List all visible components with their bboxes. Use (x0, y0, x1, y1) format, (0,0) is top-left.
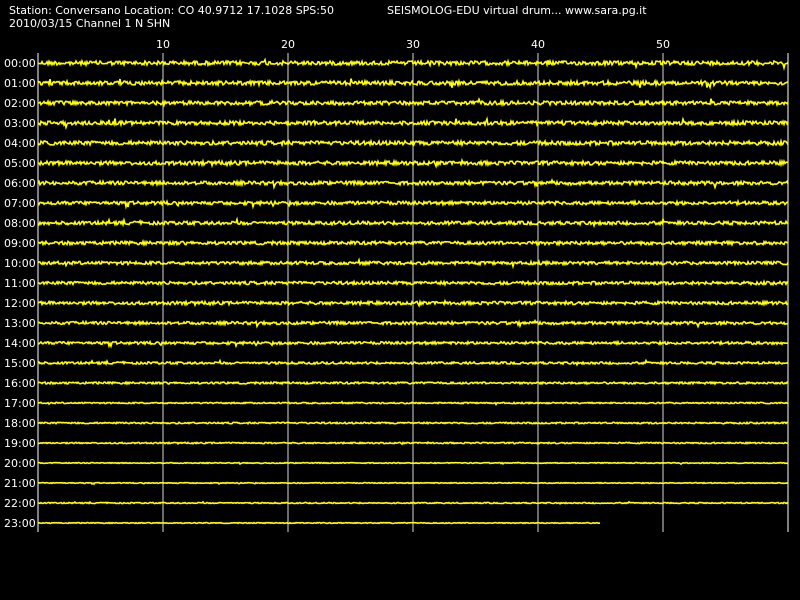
trace-row-0200 (37, 96, 789, 108)
row-label-0600: 06:00 (4, 177, 36, 190)
trace-row-1400 (37, 339, 789, 349)
row-label-1100: 11:00 (4, 277, 36, 290)
x-tick-label: 30 (406, 38, 420, 51)
row-label-2100: 21:00 (4, 477, 36, 490)
x-tick-label: 10 (156, 38, 170, 51)
trace-row-2000 (37, 461, 789, 466)
row-label-1500: 15:00 (4, 357, 36, 370)
trace-row-2300 (37, 521, 601, 525)
row-label-1300: 13:00 (4, 317, 36, 330)
trace-row-1800 (37, 420, 789, 426)
row-label-2000: 20:00 (4, 457, 36, 470)
row-label-0900: 09:00 (4, 237, 36, 250)
row-label-1000: 10:00 (4, 257, 36, 270)
row-label-0700: 07:00 (4, 197, 36, 210)
x-tick-label: 40 (531, 38, 545, 51)
trace-row-1600 (37, 380, 789, 386)
row-label-2200: 22:00 (4, 497, 36, 510)
row-label-0300: 03:00 (4, 117, 36, 130)
row-label-1700: 17:00 (4, 397, 36, 410)
station-info: Station: Conversano Location: CO 40.9712… (9, 4, 334, 17)
trace-row-1200 (37, 298, 789, 308)
trace-row-0500 (37, 157, 789, 169)
trace-row-1700 (37, 400, 789, 406)
row-label-0800: 08:00 (4, 217, 36, 230)
trace-row-0700 (37, 198, 789, 210)
trace-row-0600 (37, 178, 789, 190)
row-label-0100: 01:00 (4, 77, 36, 90)
trace-row-0900 (37, 238, 789, 248)
trace-row-2200 (37, 500, 789, 506)
row-label-0200: 02:00 (4, 97, 36, 110)
trace-row-0300 (37, 116, 789, 131)
trace-row-1100 (37, 279, 789, 287)
row-label-2300: 23:00 (4, 517, 36, 530)
row-label-1900: 19:00 (4, 437, 36, 450)
trace-row-0000 (37, 57, 789, 71)
trace-row-2100 (37, 481, 789, 486)
trace-row-1900 (37, 440, 789, 446)
trace-row-1500 (37, 358, 789, 367)
date-channel-info: 2010/03/15 Channel 1 N SHN (9, 17, 171, 30)
row-label-1200: 12:00 (4, 297, 36, 310)
x-tick-label: 50 (656, 38, 670, 51)
row-label-1800: 18:00 (4, 417, 36, 430)
trace-row-0800 (37, 216, 789, 229)
trace-row-0100 (37, 78, 789, 90)
trace-row-0400 (37, 138, 789, 148)
x-tick-label: 20 (281, 38, 295, 51)
trace-row-1000 (37, 257, 789, 270)
row-label-0400: 04:00 (4, 137, 36, 150)
trace-row-1300 (37, 318, 789, 329)
row-label-1600: 16:00 (4, 377, 36, 390)
row-label-0500: 05:00 (4, 157, 36, 170)
row-label-1400: 14:00 (4, 337, 36, 350)
program-info: SEISMOLOG-EDU virtual drum... www.sara.p… (387, 4, 647, 17)
row-label-0000: 00:00 (4, 57, 36, 70)
